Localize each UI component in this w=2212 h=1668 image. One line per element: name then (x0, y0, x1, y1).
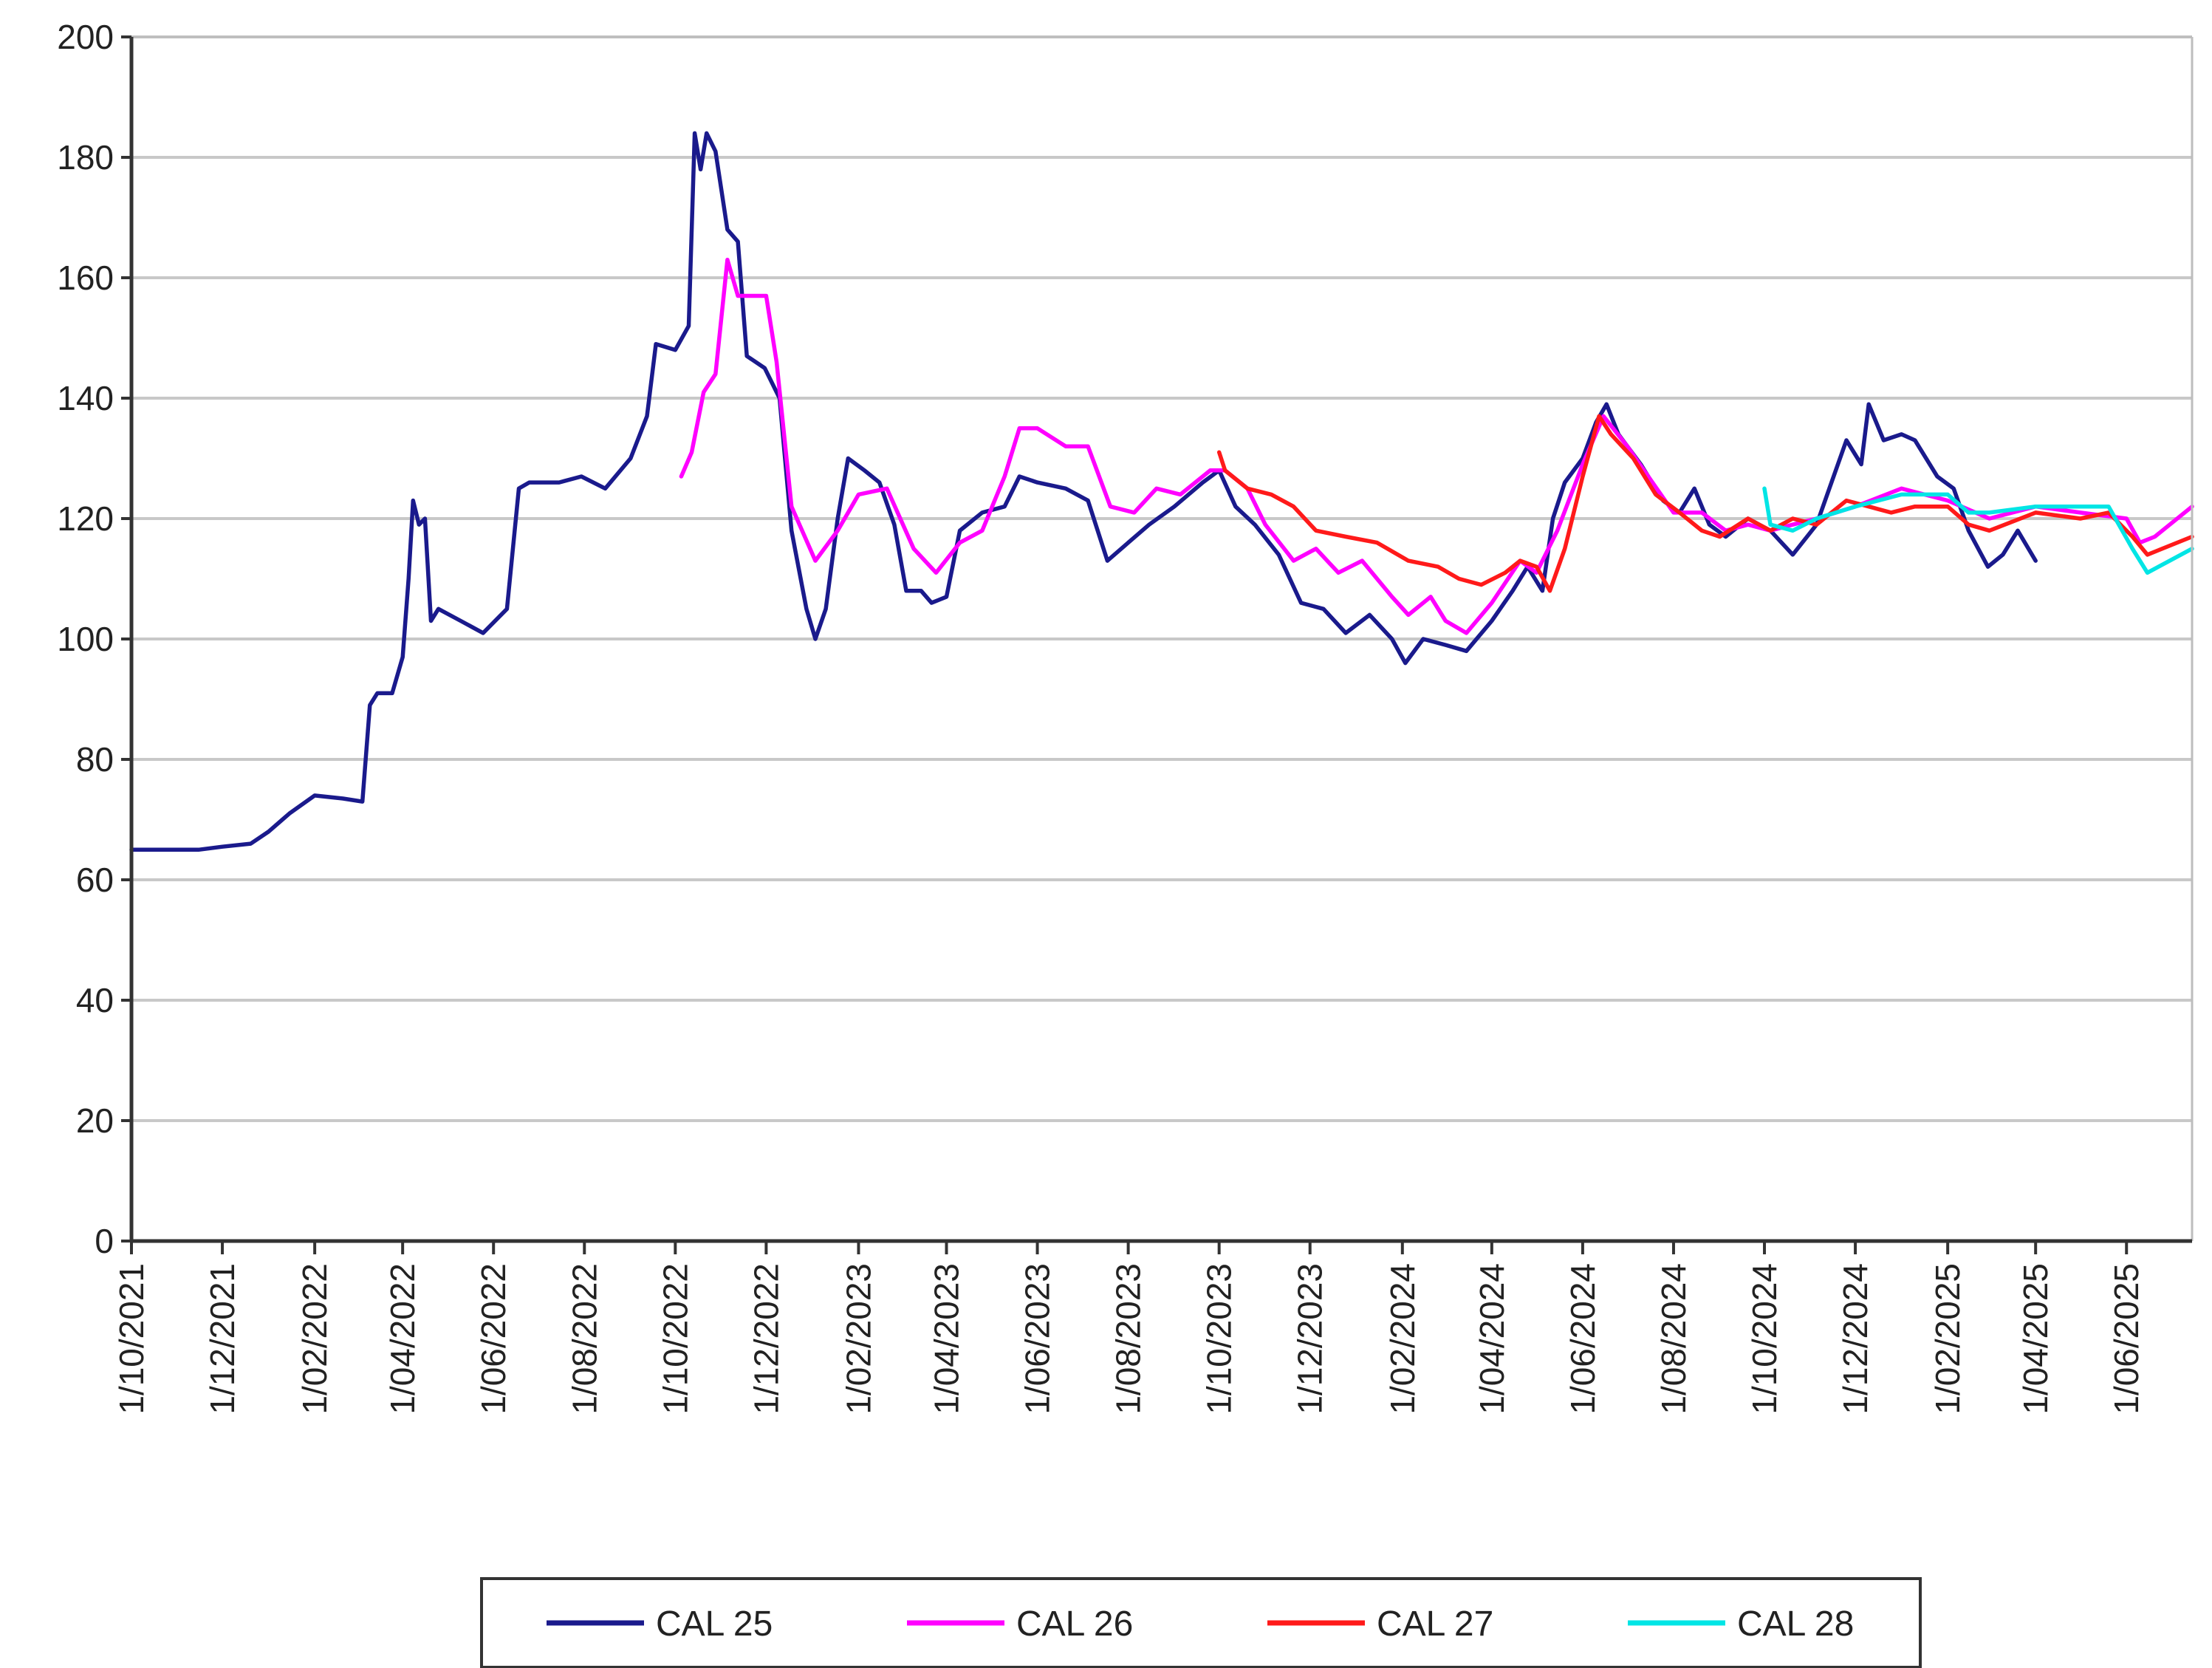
x-tick-label: 1/02/2025 (1928, 1263, 1967, 1415)
x-tick-label: 1/06/2024 (1564, 1263, 1602, 1415)
y-tick-label: 200 (57, 18, 114, 56)
x-tick-label: 1/02/2022 (295, 1263, 334, 1415)
series-line-cal-25 (129, 131, 2038, 852)
x-tick-label: 1/04/2024 (1473, 1263, 1511, 1415)
x-tick-label: 1/12/2022 (747, 1263, 785, 1415)
x-axis-ticks: 1/10/2021 1/12/2021 1/02/2022 1/04/2022 1/06… (112, 1241, 2146, 1415)
x-tick-label: 1/02/2024 (1383, 1263, 1422, 1415)
x-tick-label: 1/04/2022 (383, 1263, 422, 1415)
legend-label: CAL 27 (1377, 1604, 1493, 1644)
x-tick-label: 1/08/2023 (1109, 1263, 1148, 1415)
x-tick-label: 1/06/2023 (1018, 1263, 1057, 1415)
y-tick-label: 40 (76, 981, 114, 1019)
y-tick-label: 180 (57, 138, 114, 177)
y-tick-label: 20 (76, 1101, 114, 1140)
y-axis-ticks: 0 20 40 60 80 100 120 140 160 180 200 (57, 18, 131, 1260)
x-tick-label: 1/10/2023 (1200, 1263, 1239, 1415)
y-tick-label: 0 (95, 1222, 114, 1260)
x-tick-label: 1/10/2022 (656, 1263, 694, 1415)
legend-label: CAL 25 (656, 1604, 773, 1644)
x-tick-label: 1/06/2022 (474, 1263, 513, 1415)
y-tick-label: 120 (57, 499, 114, 538)
y-tick-label: 140 (57, 379, 114, 417)
x-tick-label: 1/10/2021 (112, 1263, 151, 1415)
x-tick-label: 1/02/2023 (839, 1263, 877, 1415)
series-lines (129, 131, 2194, 852)
x-tick-label: 1/08/2024 (1654, 1263, 1693, 1415)
series-line-cal-27 (1216, 414, 2194, 593)
series-line-cal-26 (679, 257, 2194, 635)
x-tick-label: 1/08/2022 (565, 1263, 603, 1415)
y-tick-label: 80 (76, 740, 114, 779)
x-tick-label: 1/12/2024 (1836, 1263, 1874, 1415)
gridlines (131, 35, 2192, 1122)
series-line-cal-28 (1762, 486, 2194, 575)
x-tick-label: 1/04/2025 (2016, 1263, 2055, 1415)
legend: CAL 25 CAL 26 CAL 27 CAL 28 (480, 1577, 1922, 1668)
x-tick-label: 1/12/2021 (203, 1263, 242, 1415)
legend-label: CAL 26 (1016, 1604, 1133, 1644)
y-tick-label: 60 (76, 861, 114, 899)
x-tick-label: 1/04/2023 (927, 1263, 965, 1415)
x-tick-label: 1/10/2024 (1745, 1263, 1784, 1415)
y-tick-label: 160 (57, 259, 114, 297)
y-tick-label: 100 (57, 620, 114, 658)
x-tick-label: 1/06/2025 (2107, 1263, 2146, 1415)
x-tick-label: 1/12/2023 (1291, 1263, 1329, 1415)
legend-label: CAL 28 (1737, 1604, 1854, 1644)
